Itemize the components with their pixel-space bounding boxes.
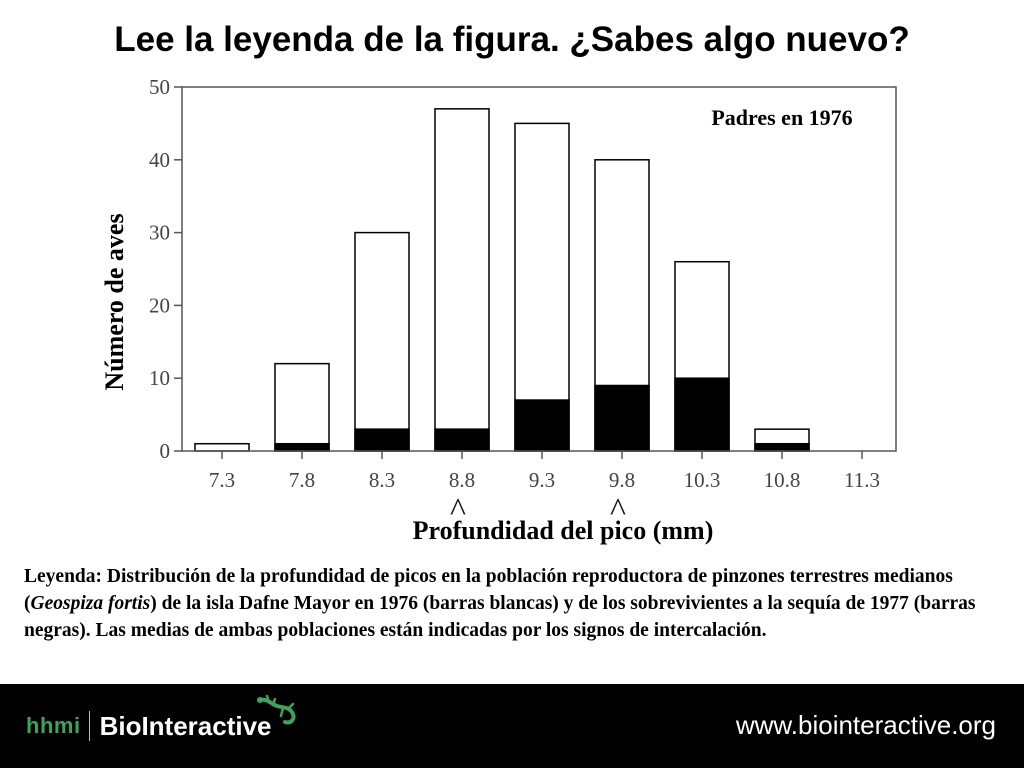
caption-species-name: Geospiza fortis [30, 593, 151, 614]
y-tick-label: 0 [160, 439, 171, 463]
biointeractive-logo[interactable]: hhmi BioInteractive [26, 684, 272, 768]
y-tick-label: 30 [149, 221, 170, 245]
caption-text-part2: ) de la isla Dafne Mayor en 1976 (barras… [24, 593, 976, 641]
bar-survivors-1977 [594, 384, 650, 452]
bar-parents-1976 [514, 122, 570, 452]
bar-parents-1976 [274, 362, 330, 452]
plot-frame [181, 86, 897, 452]
y-axis-label: Número de aves [100, 213, 129, 391]
y-tick-label: 10 [149, 366, 170, 390]
bar-parents-1976 [354, 231, 410, 452]
lizard-icon [257, 694, 296, 725]
x-tick-label: 11.3 [844, 468, 880, 492]
biointeractive-logo-text: BioInteractive [99, 710, 272, 741]
website-url[interactable]: www.biointeractive.org [735, 710, 996, 740]
bars-layer [194, 108, 810, 452]
caption-text-part1: Leyenda: Distribución de la profundidad … [24, 566, 953, 614]
bar-survivors-1977 [354, 428, 410, 452]
x-tick-label: 10.8 [764, 468, 801, 492]
bar-survivors-1977 [754, 442, 810, 452]
x-tick-label: 8.3 [369, 468, 395, 492]
bar-chart: 0 10 20 30 40 50 7.3 7.8 8.3 8.8 9.3 9.8 10.3 10.8 11.… [149, 75, 897, 529]
bar-parents-1976 [194, 442, 250, 452]
y-tick-label: 50 [149, 75, 170, 99]
x-tick-label: 9.3 [529, 468, 555, 492]
x-tick-label: 7.8 [289, 468, 315, 492]
bar-survivors-1977 [434, 428, 490, 452]
mean-caret-marker: ^ [450, 492, 466, 529]
slide-title: Lee la leyenda de la figura. ¿Sabes algo… [114, 20, 910, 59]
bar-survivors-1977 [274, 442, 330, 452]
x-axis-label: Profundidad del pico (mm) [412, 516, 714, 545]
y-tick-label: 40 [149, 148, 170, 172]
bar-parents-1976 [434, 108, 490, 452]
figure-caption: Leyenda: Distribución de la profundidad … [24, 563, 1000, 644]
mean-caret-marker: ^ [610, 492, 626, 529]
bar-survivors-1977 [674, 377, 730, 452]
chart-inset-label: Padres en 1976 [711, 105, 853, 130]
y-tick-label: 20 [149, 293, 170, 317]
x-tick-label: 10.3 [684, 468, 721, 492]
x-tick-label: 9.8 [609, 468, 635, 492]
brand-divider [88, 711, 90, 741]
bar-survivors-1977 [514, 399, 570, 452]
x-tick-label: 7.3 [209, 468, 235, 492]
axis-layer: 0 10 20 30 40 50 7.3 7.8 8.3 8.8 9.3 9.8 10.3 10.8 11.… [149, 75, 897, 529]
footer-bar: hhmi BioInteractive www.biointeractive.o… [0, 684, 1024, 768]
hhmi-logo-text: hhmi [26, 713, 81, 738]
x-tick-label: 8.8 [449, 468, 475, 492]
